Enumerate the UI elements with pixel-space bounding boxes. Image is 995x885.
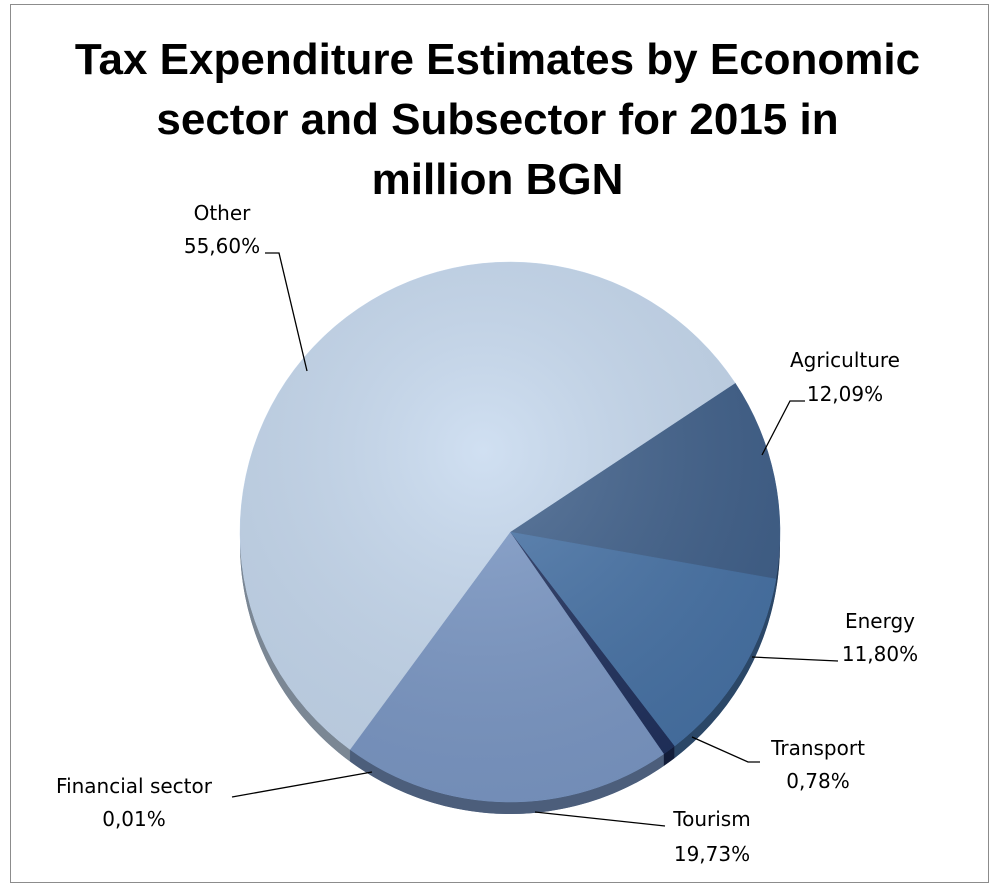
slice-value-label: 19,73% [674,842,750,866]
leader-line-financial-sector [231,771,373,798]
slice-name-label: Agriculture [790,348,900,372]
slice-name-label: Other [194,201,252,225]
chart-title-line-1: Tax Expenditure Estimates by Economic [74,35,921,84]
leader-line-other [265,252,308,372]
slice-value-label: 55,60% [184,234,260,258]
chart-title: Tax Expenditure Estimates by Economic se… [40,30,955,210]
slice-value-label: 12,09% [807,382,883,406]
slice-name-label: Energy [845,609,915,633]
chart-title-line-3: million BGN [371,155,624,204]
leader-line-transport [691,736,760,763]
slice-value-label: 11,80% [842,642,918,666]
slice-value-label: 0,78% [786,769,850,793]
slice-name-label: Transport [770,736,865,760]
slice-value-label: 0,01% [102,807,166,831]
leader-line-energy [751,656,839,662]
leader-line-agriculture [761,400,805,456]
leader-line-tourism [534,811,666,827]
slice-name-label: Financial sector [56,774,213,798]
slice-name-label: Tourism [672,807,750,831]
chart-title-line-2: sector and Subsector for 2015 in [156,95,839,144]
